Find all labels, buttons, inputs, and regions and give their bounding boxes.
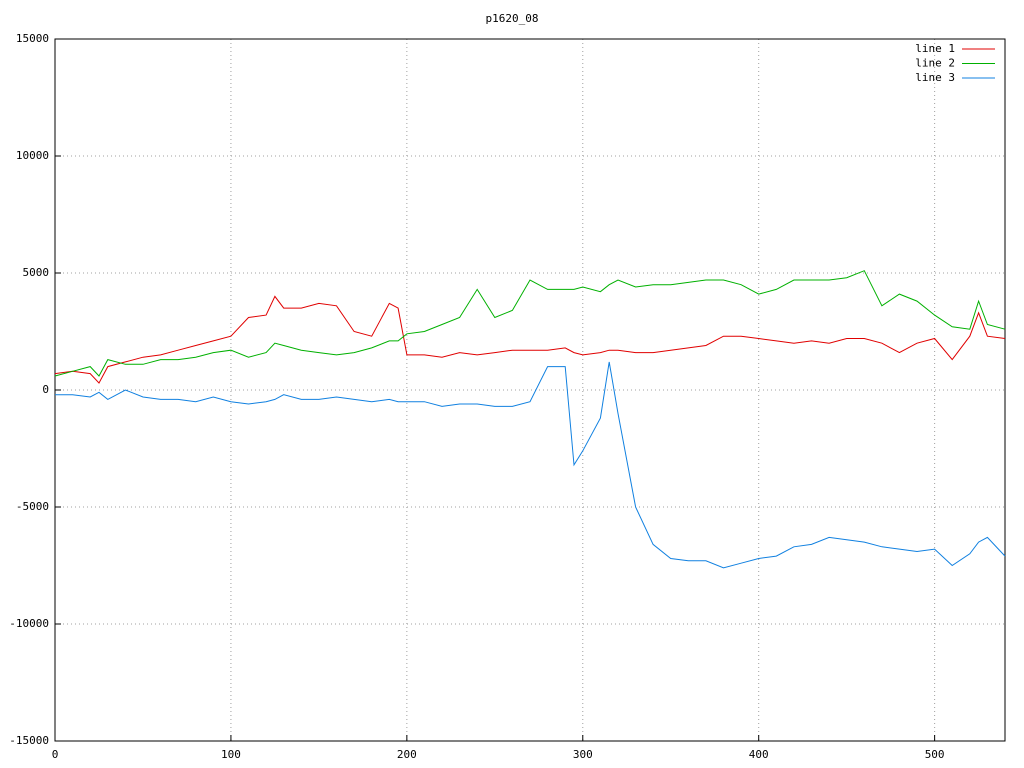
legend-label: line 1 (915, 42, 955, 55)
y-tick-label: 0 (42, 383, 49, 396)
y-tick-label: 5000 (23, 266, 50, 279)
y-tick-label: 15000 (16, 32, 49, 45)
x-tick-label: 0 (52, 748, 59, 761)
plot-frame (54, 38, 1006, 742)
y-tick-label: -5000 (16, 500, 49, 513)
y-tick-label: 10000 (16, 149, 49, 162)
x-tick-label: 400 (749, 748, 769, 761)
y-tick-label: -15000 (9, 734, 49, 747)
series-line (54, 270, 1006, 377)
x-tick-label: 200 (397, 748, 417, 761)
series-line (55, 361, 1006, 569)
x-tick-label: 300 (573, 748, 593, 761)
x-tick-label: 500 (925, 748, 945, 761)
x-tick-label: 100 (221, 748, 241, 761)
series-line (54, 295, 1006, 384)
legend-label: line 3 (915, 71, 955, 84)
chart-title: p1620_08 (486, 12, 539, 25)
legend-label: line 2 (915, 57, 955, 70)
y-tick-label: -10000 (9, 617, 49, 630)
